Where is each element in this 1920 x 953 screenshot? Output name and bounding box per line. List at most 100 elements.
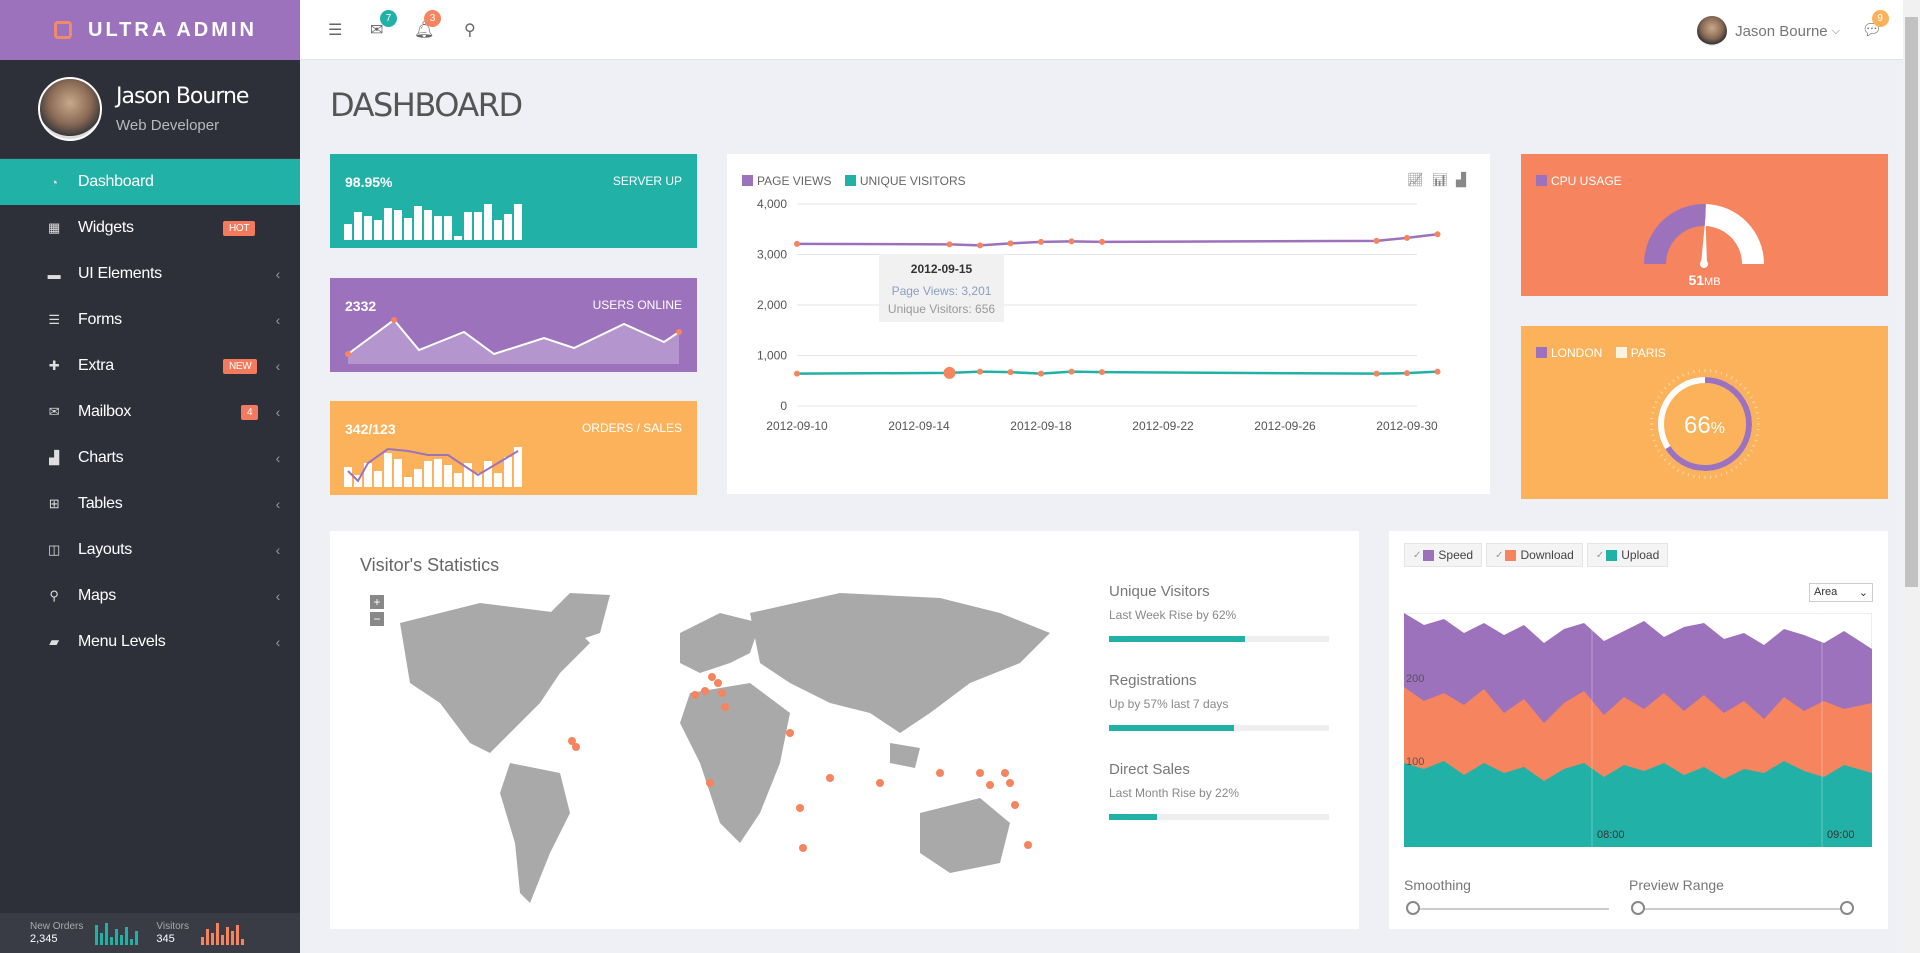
data-point: [1434, 231, 1441, 238]
new-orders-label: New Orders: [30, 921, 84, 932]
line-chart-icon[interactable]: 📈︎: [1406, 172, 1432, 187]
series-line-page-views: [796, 233, 1438, 247]
data-point: [1373, 237, 1380, 244]
donut-tick: [1754, 406, 1758, 409]
tooltip-page-views: Page Views: 3,201: [891, 284, 992, 298]
search-icon[interactable]: ⚲: [464, 22, 476, 39]
smoothing-track[interactable]: [1409, 908, 1609, 910]
menu-toggle-icon[interactable]: ☰: [328, 22, 343, 39]
sidebar-item-forms[interactable]: ☰ Forms ‹: [0, 297, 300, 343]
bar-chart-icon: ▟: [49, 450, 59, 465]
folder-open-icon: ▰: [49, 634, 59, 649]
mail-icon[interactable]: ✉ 7: [370, 10, 397, 40]
metric-registrations: Registrations Up by 57% last 7 days: [1109, 672, 1329, 731]
zoom-out-button[interactable]: −: [370, 612, 384, 626]
preview-range-end-handle[interactable]: [1840, 901, 1854, 915]
users-online-caption: USERS ONLINE: [592, 298, 682, 312]
orders-sales-value: 342/123: [345, 421, 396, 437]
donut-tick: [1752, 444, 1756, 447]
sidebar-item-ui-elements[interactable]: ▬ UI Elements ‹: [0, 251, 300, 297]
sidebar-item-dashboard[interactable]: ◔ Dashboard: [0, 159, 300, 205]
sidebar: ULTRA ADMIN Jason Bourne Web Developer ◔…: [0, 0, 300, 953]
sidebar-item-menu-levels[interactable]: ▰ Menu Levels ‹: [0, 619, 300, 665]
donut-tick: [1754, 439, 1758, 442]
y-tick-100: 100: [1406, 756, 1425, 768]
donut-tick: [1730, 376, 1733, 380]
speed-label: Speed: [1438, 548, 1474, 562]
x-tick-label: 2012-09-14: [888, 419, 950, 433]
bar-chart-icon[interactable]: 📊︎: [1431, 172, 1456, 187]
chart-tooltip: 2012-09-15 Page Views: 3,201 Unique Visi…: [879, 254, 1004, 322]
mailbox-count-badge: 4: [241, 405, 259, 420]
brand[interactable]: ULTRA ADMIN: [0, 0, 300, 60]
donut-tick: [1654, 401, 1658, 404]
chevron-left-icon: ‹: [275, 266, 281, 282]
donut-tick: [1677, 376, 1680, 380]
chevron-left-icon: ‹: [275, 496, 281, 512]
chevron-left-icon: ‹: [275, 634, 281, 650]
sidebar-item-widgets[interactable]: ▦ Widgets HOT: [0, 205, 300, 251]
chevron-left-icon: ‹: [275, 358, 281, 374]
cpu-value-display: 51MB: [1521, 272, 1888, 288]
data-point: [1434, 368, 1441, 375]
visitors-value: 345: [156, 933, 175, 945]
donut-tick: [1682, 471, 1685, 475]
table-icon: ⊞: [48, 496, 60, 511]
series-line-unique-visitors: [796, 370, 1438, 375]
metric-progress-fill: [1109, 725, 1235, 731]
chart-type-select[interactable]: Area ⌄: [1809, 583, 1873, 602]
new-orders-value: 2,345: [30, 933, 58, 945]
legend-unique-visitors: UNIQUE VISITORS: [859, 174, 966, 188]
visitors-sparkbars: [200, 921, 244, 945]
sidebar-item-maps[interactable]: ⚲ Maps ‹: [0, 573, 300, 619]
sidebar-item-charts[interactable]: ▟ Charts ‹: [0, 435, 300, 481]
data-point: [1038, 238, 1044, 245]
preview-range-start-handle[interactable]: [1631, 901, 1645, 915]
donut-tick: [1651, 434, 1655, 436]
x-tick-label: 2012-09-22: [1132, 419, 1194, 433]
sidebar-item-tables[interactable]: ⊞ Tables ‹: [0, 481, 300, 527]
y-tick-label: 1,000: [757, 349, 787, 363]
donut-tick: [1735, 379, 1738, 383]
world-map[interactable]: [360, 583, 1080, 913]
bell-icon[interactable]: 🔔︎ 3: [414, 10, 441, 40]
sidebar-item-label: Mailbox: [78, 403, 132, 420]
data-point: [977, 242, 983, 249]
donut-tick: [1755, 434, 1759, 436]
speed-toggle[interactable]: ✓ Speed: [1404, 543, 1483, 567]
traffic-chart-panel: PAGE VIEWS UNIQUE VISITORS 📈︎📊︎▟ 4,000 3,…: [727, 154, 1490, 494]
sidebar-item-label: Extra: [78, 357, 114, 374]
metric-progress: [1109, 725, 1329, 731]
avatar[interactable]: [38, 77, 102, 141]
metric-title: Unique Visitors: [1109, 583, 1210, 600]
zoom-in-button[interactable]: +: [370, 595, 384, 609]
series-toggles: ✓ Speed ✓ Download ✓ Upload: [1404, 543, 1672, 567]
chevron-left-icon: ‹: [275, 404, 281, 420]
area-chart-icon[interactable]: ▟: [1456, 172, 1474, 187]
scrollbar[interactable]: [1903, 0, 1920, 953]
user-name: Jason Bourne: [1735, 22, 1828, 40]
sidebar-item-layouts[interactable]: ◫ Layouts ‹: [0, 527, 300, 573]
sidebar-item-extra[interactable]: ✚ Extra NEW ‹: [0, 343, 300, 389]
donut-tick: [1730, 468, 1733, 472]
download-toggle[interactable]: ✓ Download: [1486, 543, 1583, 567]
orders-sales-caption: ORDERS / SALES: [581, 421, 682, 435]
donut-tick: [1755, 412, 1759, 414]
profile-name: Jason Bourne: [116, 84, 249, 109]
user-menu[interactable]: Jason Bourne ⌵: [1697, 16, 1840, 46]
chat-icon[interactable]: 💬︎ 9: [1862, 10, 1889, 40]
y-tick-label: 3,000: [757, 248, 787, 262]
sidebar-item-mailbox[interactable]: ✉ Mailbox 4 ‹: [0, 389, 300, 435]
chart-type-switcher: 📈︎📊︎▟: [1407, 172, 1474, 188]
donut-tick: [1743, 458, 1747, 462]
donut-tick: [1663, 458, 1667, 462]
server-up-bars: [344, 204, 522, 240]
upload-toggle[interactable]: ✓ Upload: [1586, 543, 1669, 567]
data-point: [1038, 370, 1044, 377]
topbar: ☰ ✉ 7 🔔︎ 3 ⚲ Jason Bourne ⌵ 💬︎ 9: [300, 0, 1920, 60]
preview-range-track[interactable]: [1634, 908, 1849, 910]
hot-badge: HOT: [223, 221, 256, 236]
scrollbar-thumb[interactable]: [1905, 17, 1918, 587]
smoothing-handle[interactable]: [1406, 901, 1420, 915]
legend-swatch-unique-visitors: [844, 175, 856, 186]
